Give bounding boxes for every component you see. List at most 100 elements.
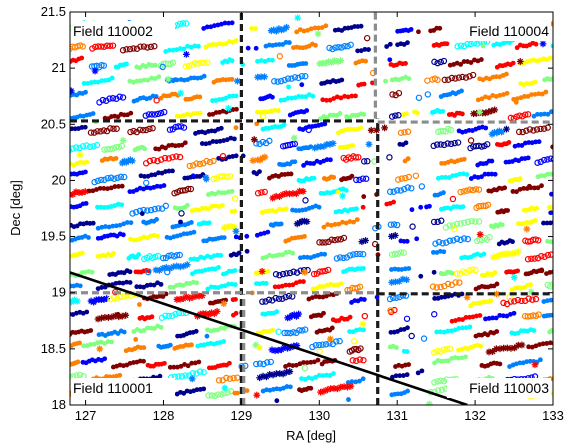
data-point (437, 348, 444, 355)
data-point (200, 369, 207, 376)
data-point (455, 74, 463, 81)
data-point (301, 268, 309, 276)
data-point (360, 204, 366, 210)
data-point (130, 127, 137, 135)
data-point (490, 315, 496, 321)
data-point (285, 292, 293, 300)
data-point (510, 60, 516, 66)
data-point (570, 235, 575, 240)
data-point (307, 161, 313, 166)
data-point (275, 328, 282, 335)
data-point (83, 201, 89, 206)
data-point (450, 222, 457, 229)
data-point (314, 30, 322, 38)
data-point (505, 208, 510, 213)
data-point (154, 157, 161, 165)
data-point (161, 154, 169, 162)
data-point (127, 189, 133, 195)
data-point (115, 311, 121, 317)
data-point (539, 183, 544, 189)
data-point (202, 310, 210, 318)
data-point (86, 188, 92, 194)
data-point (352, 154, 360, 161)
data-point (128, 110, 134, 116)
data-point (110, 294, 118, 302)
data-point (216, 265, 221, 270)
data-point (122, 311, 130, 319)
data-point (163, 145, 168, 151)
data-point (192, 43, 198, 49)
data-point (463, 354, 469, 360)
data-point (568, 268, 573, 273)
data-point (555, 170, 560, 175)
data-point (535, 237, 542, 244)
data-point (167, 342, 173, 348)
data-point (339, 77, 345, 83)
data-point (286, 368, 294, 375)
data-point (166, 168, 172, 174)
data-point (516, 142, 521, 148)
data-point (349, 173, 355, 179)
data-point (288, 171, 294, 177)
data-point (286, 269, 294, 277)
data-point (106, 95, 113, 102)
data-point (486, 234, 493, 241)
data-point (99, 96, 107, 104)
data-point (483, 125, 489, 131)
data-point (119, 137, 127, 144)
data-point (331, 96, 337, 101)
data-point (272, 284, 278, 290)
data-point (109, 75, 115, 81)
data-point (356, 283, 364, 290)
data-point (354, 217, 360, 222)
data-point (98, 62, 105, 69)
data-point (196, 359, 202, 365)
data-point (288, 75, 295, 82)
data-point (479, 174, 484, 180)
data-point (109, 42, 117, 49)
data-point (466, 186, 474, 193)
data-point (70, 298, 75, 306)
data-point (311, 144, 319, 152)
data-point (449, 270, 455, 276)
data-point (272, 294, 279, 302)
data-point (60, 191, 67, 198)
data-point (133, 337, 139, 342)
data-point (176, 251, 183, 259)
data-point (175, 123, 182, 130)
data-point (116, 183, 121, 189)
data-point (270, 26, 278, 34)
data-point (523, 225, 531, 233)
data-point (171, 190, 178, 197)
data-point (261, 109, 267, 115)
data-point (101, 176, 108, 183)
data-point (424, 91, 432, 98)
data-point (502, 185, 508, 191)
data-point (293, 208, 299, 213)
data-point (444, 140, 451, 147)
data-point (335, 44, 342, 51)
data-point (181, 390, 187, 396)
data-point (70, 95, 71, 98)
data-point (578, 264, 583, 269)
data-point (355, 48, 361, 54)
data-point (94, 128, 101, 135)
data-point (170, 168, 175, 174)
data-point (359, 251, 367, 258)
data-point (101, 185, 107, 191)
data-point (160, 254, 167, 262)
data-point (493, 253, 501, 260)
data-point (533, 343, 539, 349)
data-point (299, 327, 306, 334)
data-point (329, 45, 336, 53)
data-point (437, 377, 444, 384)
data-point (221, 384, 229, 392)
data-point (90, 220, 96, 226)
data-point (141, 345, 147, 351)
data-point (92, 43, 99, 51)
data-point (64, 254, 69, 259)
data-point (567, 189, 572, 194)
data-point (544, 124, 551, 131)
data-point (461, 156, 467, 162)
data-point (187, 185, 195, 193)
